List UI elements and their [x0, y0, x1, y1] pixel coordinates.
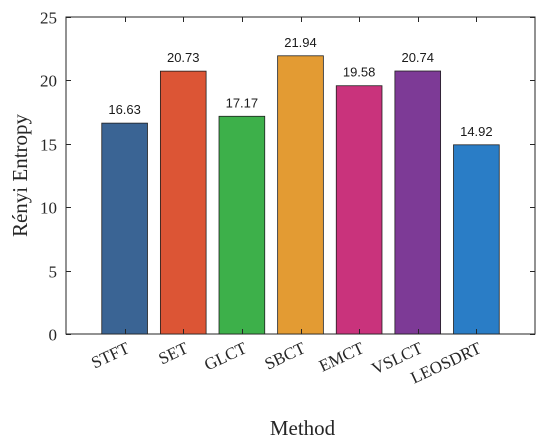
bar-stft — [101, 122, 148, 335]
bar-sbct — [277, 55, 324, 335]
y-tick-label: 15 — [40, 136, 57, 155]
bars-group — [101, 55, 500, 335]
y-tick-label: 10 — [40, 199, 57, 218]
bar-value-label: 20.73 — [167, 50, 200, 65]
y-tick-label: 0 — [49, 326, 58, 345]
bar-value-label: 17.17 — [226, 95, 259, 110]
y-axis-ticks: 0 5 10 15 20 25 — [40, 9, 535, 345]
bar-vslct — [394, 70, 442, 335]
bar-glct — [218, 115, 266, 335]
bar-leosdrt — [453, 144, 500, 335]
x-category-label: GLCT — [201, 338, 250, 374]
bar-emct — [335, 85, 383, 335]
bar-value-label: 19.58 — [343, 65, 376, 80]
y-axis-title: Rényi Entropy — [8, 113, 32, 237]
bar-value-label: 21.94 — [284, 35, 317, 50]
data-labels-group: 16.63 20.73 17.17 21.94 19.58 20.74 14.92 — [108, 35, 492, 139]
x-category-label: STFT — [88, 338, 133, 372]
bar-set — [159, 70, 207, 335]
y-tick-label: 5 — [49, 263, 58, 282]
y-tick-label: 25 — [40, 9, 57, 28]
bar-value-label: 20.74 — [401, 50, 434, 65]
bar-value-label: 16.63 — [108, 102, 141, 117]
bar-value-label: 14.92 — [460, 124, 493, 139]
x-axis-title: Method — [270, 416, 336, 440]
x-category-label: EMCT — [316, 338, 367, 375]
y-tick-label: 20 — [40, 72, 57, 91]
x-category-label: SBCT — [262, 338, 309, 373]
x-category-label: SET — [156, 338, 192, 368]
